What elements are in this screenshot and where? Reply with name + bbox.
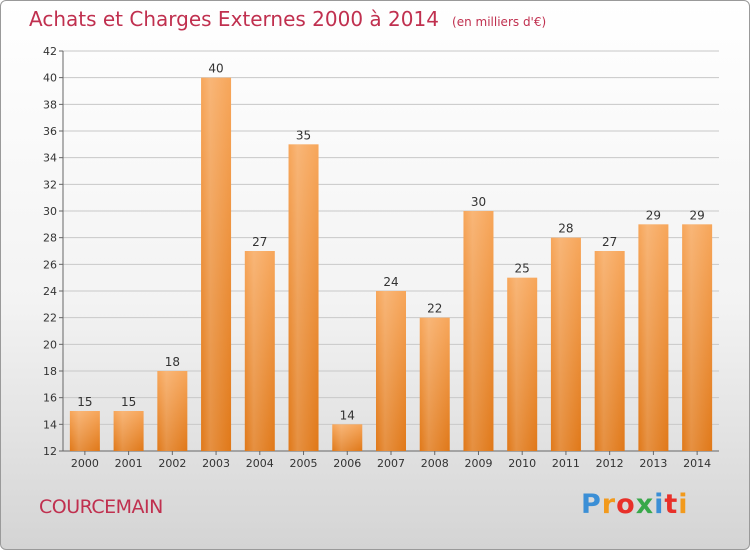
- bar-shine: [550, 237, 581, 451]
- bar-shine: [376, 291, 406, 451]
- y-tick-label: 28: [43, 232, 57, 245]
- data-labels: 15 15 18 40 27 35 14 24 22 30 25 28 27 29 29: [77, 62, 705, 423]
- chart-subtitle: (en milliers d'€): [452, 15, 547, 29]
- y-tick-label: 34: [43, 152, 57, 165]
- x-tick-label: 2010: [508, 457, 536, 470]
- y-tick-label: 30: [43, 205, 57, 218]
- bar-shine: [332, 424, 363, 451]
- y-tick-label: 36: [43, 125, 57, 138]
- x-tick-label: 2007: [377, 457, 405, 470]
- x-tick-label: 2003: [202, 457, 230, 470]
- bar-shine: [157, 371, 188, 451]
- commune-name: COURCEMAIN: [39, 496, 163, 518]
- chart-title-block: Achats et Charges Externes 2000 à 2014 (…: [29, 7, 546, 31]
- x-tick-label: 2012: [596, 457, 624, 470]
- y-tick-label: 42: [43, 45, 57, 58]
- x-tick-label: 2013: [639, 457, 667, 470]
- bar-shine: [113, 411, 144, 451]
- logo-letter: P: [581, 489, 602, 520]
- data-label: 24: [383, 275, 398, 289]
- y-tick-label: 26: [43, 258, 57, 271]
- data-label: 18: [165, 355, 180, 369]
- x-tick-label: 2006: [333, 457, 361, 470]
- y-tick-label: 18: [43, 365, 57, 378]
- x-tick-label: 2001: [115, 457, 143, 470]
- bar-shine: [507, 277, 538, 451]
- x-tick-label: 2014: [683, 457, 711, 470]
- data-label: 15: [121, 395, 136, 409]
- data-label: 40: [208, 62, 223, 76]
- data-label: 22: [427, 302, 442, 316]
- data-label: 15: [77, 395, 92, 409]
- data-label: 28: [558, 222, 573, 236]
- x-tick-label: 2004: [246, 457, 274, 470]
- proxiti-logo: Proxiti: [581, 489, 689, 520]
- data-label: 27: [252, 235, 267, 249]
- bars: [69, 77, 713, 452]
- x-tick-label: 2000: [71, 457, 99, 470]
- y-tick-label: 22: [43, 312, 57, 325]
- data-label: 25: [515, 262, 530, 276]
- bar-shine: [288, 144, 319, 452]
- bar-shine: [682, 224, 713, 451]
- data-label: 35: [296, 128, 311, 142]
- y-tick-label: 20: [43, 338, 57, 351]
- data-label: 29: [689, 208, 704, 222]
- logo-letter: t: [664, 489, 679, 520]
- logo-letter: o: [616, 489, 636, 520]
- chart-title: Achats et Charges Externes 2000 à 2014: [29, 7, 439, 31]
- data-label: 29: [646, 208, 661, 222]
- bar-shine: [201, 77, 232, 452]
- y-tick-label: 14: [43, 418, 57, 431]
- y-tick-label: 16: [43, 392, 57, 405]
- x-tick-label: 2005: [290, 457, 318, 470]
- bar-shine: [594, 251, 625, 451]
- y-tick-label: 32: [43, 178, 57, 191]
- logo-letter: i: [678, 489, 689, 520]
- data-label: 14: [340, 408, 355, 422]
- logo-letter: i: [654, 489, 665, 520]
- bar-shine: [244, 251, 275, 451]
- x-tick-label: 2002: [158, 457, 186, 470]
- x-tick-label: 2009: [464, 457, 492, 470]
- bar-shine: [419, 317, 450, 451]
- y-tick-label: 12: [43, 445, 57, 458]
- bar-shine: [638, 224, 669, 451]
- y-tick-label: 24: [43, 285, 57, 298]
- logo-letter: r: [601, 489, 617, 520]
- bar-shine: [69, 411, 100, 451]
- y-tick-label: 40: [43, 72, 57, 85]
- logo-letter: x: [635, 489, 655, 520]
- x-tick-label: 2008: [421, 457, 449, 470]
- data-label: 30: [471, 195, 486, 209]
- data-label: 27: [602, 235, 617, 249]
- bar-shine: [463, 211, 494, 451]
- y-tick-label: 38: [43, 98, 57, 111]
- x-tick-label: 2011: [552, 457, 580, 470]
